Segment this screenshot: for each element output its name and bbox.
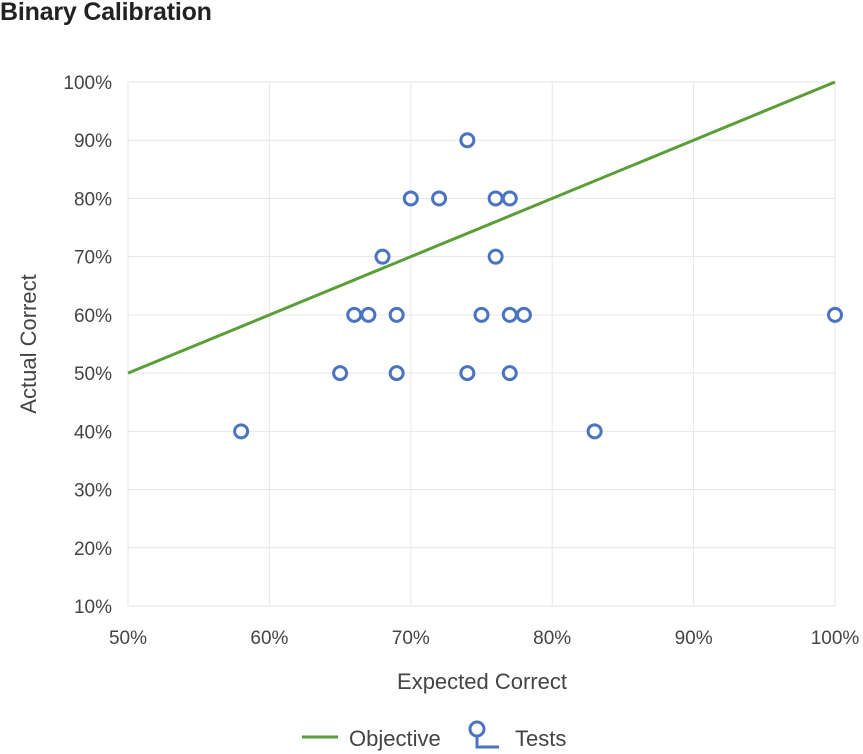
legend-objective-label[interactable]: Objective xyxy=(349,726,441,751)
chart-title: Binary Calibration xyxy=(0,0,212,26)
grid xyxy=(127,81,836,607)
tests-point[interactable] xyxy=(360,306,377,323)
tests-point[interactable] xyxy=(473,306,490,323)
tests-point[interactable] xyxy=(332,365,349,382)
tests-point[interactable] xyxy=(586,423,603,440)
y-tick-label: 10% xyxy=(74,597,112,618)
tests-series xyxy=(233,132,843,440)
legend-tests-label[interactable]: Tests xyxy=(515,726,566,751)
tests-point[interactable] xyxy=(501,365,518,382)
tests-point[interactable] xyxy=(233,423,250,440)
tests-point[interactable] xyxy=(515,306,532,323)
y-tick-label: 30% xyxy=(74,481,112,502)
x-tick-label: 70% xyxy=(392,628,430,649)
objective-line xyxy=(127,80,836,375)
legend-tests-swatch xyxy=(468,720,499,749)
tests-point[interactable] xyxy=(374,248,391,265)
tests-point[interactable] xyxy=(431,190,448,207)
tick-labels: 50% 60% 70% 80% 90% 100% 10% 20% 30% 40% 50% 60% 70%… xyxy=(63,73,859,649)
x-tick-label: 100% xyxy=(811,628,860,649)
y-tick-label: 50% xyxy=(74,364,112,385)
tests-point[interactable] xyxy=(501,306,518,323)
y-tick-label: 70% xyxy=(74,248,112,269)
y-tick-label: 80% xyxy=(74,189,112,210)
tests-point[interactable] xyxy=(459,132,476,149)
x-tick-label: 80% xyxy=(533,628,571,649)
x-tick-label: 50% xyxy=(109,628,147,649)
tests-point[interactable] xyxy=(487,248,504,265)
tests-point[interactable] xyxy=(501,190,518,207)
y-tick-label: 60% xyxy=(74,306,112,327)
tests-point[interactable] xyxy=(487,190,504,207)
y-tick-label: 100% xyxy=(63,73,112,94)
objective-series xyxy=(127,80,836,375)
tests-point[interactable] xyxy=(388,306,405,323)
x-tick-label: 60% xyxy=(250,628,288,649)
x-tick-label: 90% xyxy=(675,628,713,649)
legend: Objective Tests xyxy=(302,720,566,751)
tests-point[interactable] xyxy=(388,365,405,382)
x-axis-label: Expected Correct xyxy=(397,669,567,694)
y-tick-label: 40% xyxy=(74,422,112,443)
tests-point[interactable] xyxy=(402,190,419,207)
tests-point[interactable] xyxy=(827,306,843,323)
tests-point[interactable] xyxy=(346,306,363,323)
y-tick-label: 20% xyxy=(74,539,112,560)
y-axis-label: Actual Correct xyxy=(16,274,41,413)
tests-point[interactable] xyxy=(459,365,476,382)
y-tick-label: 90% xyxy=(74,131,112,152)
